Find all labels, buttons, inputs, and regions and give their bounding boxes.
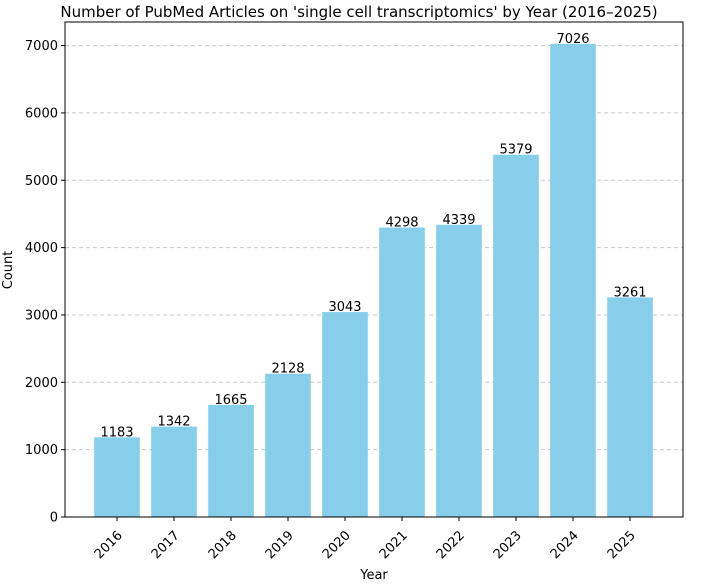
- plot-frame: [64, 21, 684, 518]
- y-tick-label: 3000: [25, 308, 58, 323]
- x-tick-label-2018: 2018: [206, 528, 240, 562]
- y-tick-label: 4000: [25, 241, 58, 256]
- bar-2023: [493, 154, 539, 517]
- y-tick-label: 2000: [25, 376, 58, 391]
- y-tick-label: 0: [50, 511, 58, 526]
- data-label-2017: 1342: [157, 415, 190, 430]
- y-tick-label: 7000: [25, 39, 58, 54]
- data-label-2020: 3043: [328, 300, 361, 315]
- data-label-2016: 1183: [100, 425, 133, 440]
- data-label-2019: 2128: [271, 362, 304, 377]
- x-tick-label-2022: 2022: [434, 528, 468, 562]
- x-tick-label-2016: 2016: [92, 528, 126, 562]
- bar-2018: [208, 404, 254, 517]
- bar-2024: [550, 43, 596, 518]
- y-tick-label: 1000: [25, 443, 58, 458]
- x-tick-label-2017: 2017: [149, 528, 183, 562]
- data-label-2023: 5379: [499, 143, 532, 158]
- bar-2021: [379, 227, 425, 518]
- x-tick-label-2020: 2020: [320, 528, 354, 562]
- y-axis: 0 1000 2000 3000 4000 5000 6000 7000: [25, 39, 65, 526]
- data-label-2025: 3261: [613, 285, 646, 300]
- x-axis: 2016 2017 2018 2019 2020 2021 2022 2023 2024 2025: [92, 517, 639, 562]
- chart-title: Number of PubMed Articles on 'single cel…: [60, 3, 657, 21]
- bar-2019: [265, 373, 311, 517]
- bar-2025: [607, 297, 653, 517]
- x-tick-label-2021: 2021: [377, 528, 411, 562]
- bar-2017: [151, 426, 197, 517]
- data-label-2022: 4339: [442, 213, 475, 228]
- bar-2022: [436, 224, 482, 518]
- data-labels: 1183 1342 1665 2128 3043 4298 4339 5379 7026 3261: [100, 32, 646, 441]
- bar-2020: [322, 312, 368, 517]
- y-tick-label: 5000: [25, 174, 58, 189]
- y-axis-label: Count: [1, 251, 16, 290]
- bars: [94, 43, 653, 518]
- x-axis-label: Year: [359, 568, 388, 582]
- x-tick-label-2023: 2023: [491, 528, 525, 562]
- x-tick-label-2019: 2019: [263, 528, 297, 562]
- bar-2016: [94, 437, 140, 517]
- x-tick-label-2025: 2025: [605, 528, 639, 562]
- data-label-2024: 7026: [556, 32, 589, 47]
- data-label-2018: 1665: [214, 393, 247, 408]
- y-tick-label: 6000: [25, 106, 58, 121]
- x-tick-label-2024: 2024: [548, 528, 582, 562]
- data-label-2021: 4298: [385, 216, 418, 231]
